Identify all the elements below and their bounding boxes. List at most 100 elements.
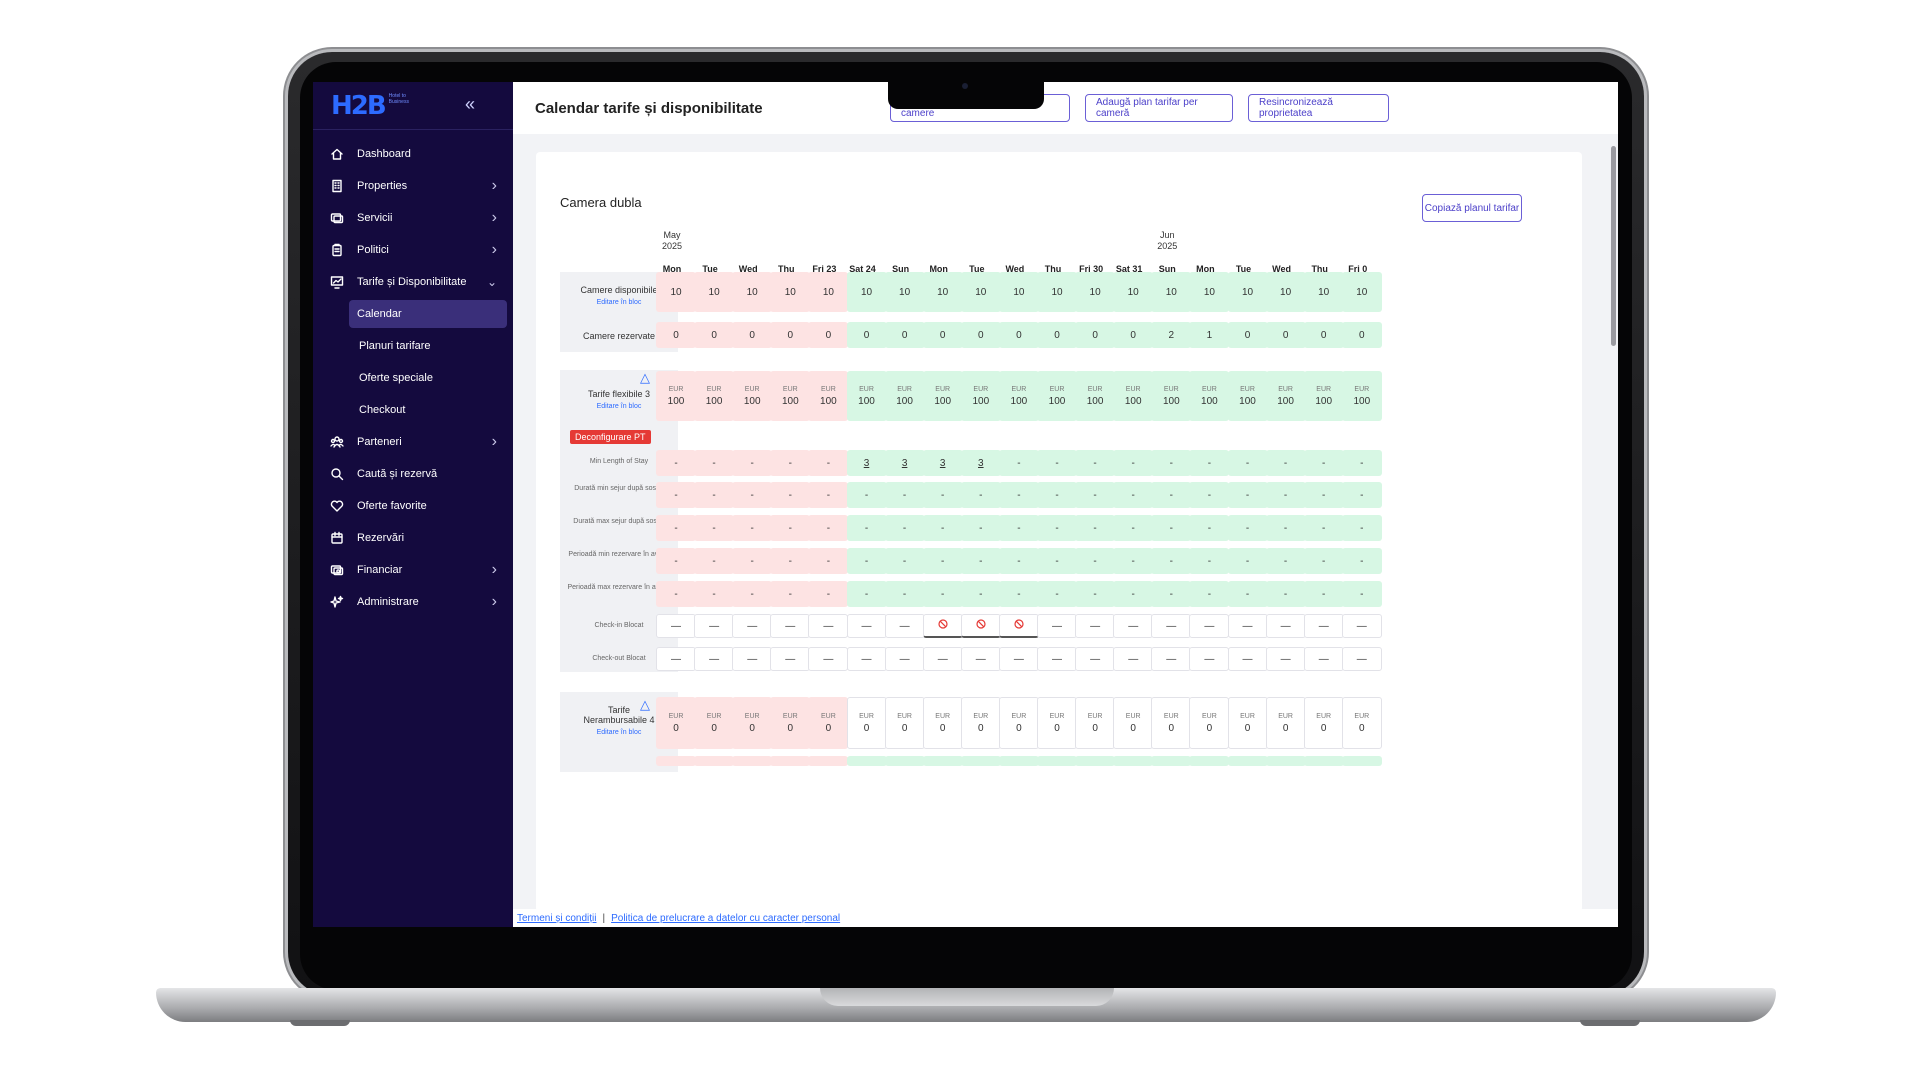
sidebar-item-parteneri[interactable]: Parteneri › <box>313 426 513 458</box>
available-rooms-cell[interactable]: 10 <box>1341 272 1382 312</box>
min-stay-cell[interactable]: - <box>1037 450 1077 476</box>
min-stay-cell[interactable]: - <box>1265 450 1306 476</box>
min-stay-cell[interactable]: 3 <box>884 450 925 476</box>
restriction-cell[interactable]: - <box>694 581 735 607</box>
checkout-blocked-cell[interactable]: — <box>694 647 735 671</box>
checkin-blocked-cell[interactable]: — <box>1265 614 1306 638</box>
checkin-blocked-cell[interactable]: — <box>1189 614 1230 638</box>
restriction-cell[interactable]: - <box>1303 581 1344 607</box>
restriction-cell[interactable]: - <box>1227 482 1268 508</box>
checkout-blocked-cell[interactable]: — <box>960 647 1001 671</box>
rate-price-cell[interactable]: EUR 0 <box>922 697 963 749</box>
checkin-blocked-cell[interactable]: — <box>884 614 925 638</box>
checkin-blocked-cell[interactable]: — <box>732 614 773 638</box>
rate-price-cell[interactable]: EUR 100 <box>1265 371 1306 421</box>
sidebar-item-properties[interactable]: Properties › <box>313 170 513 202</box>
terms-link[interactable]: Termeni și condiții <box>517 912 597 924</box>
restriction-cell[interactable]: - <box>1037 581 1077 607</box>
vertical-scrollbar[interactable] <box>1611 146 1616 346</box>
restriction-cell[interactable]: - <box>1113 515 1154 541</box>
rate-price-cell[interactable]: EUR 0 <box>1151 697 1192 749</box>
restriction-cell[interactable]: - <box>1265 548 1306 574</box>
sidebar-item-administrare[interactable]: Administrare › <box>313 586 513 618</box>
min-stay-cell[interactable]: 3 <box>846 450 887 476</box>
resync-property-button[interactable]: Resincronizează proprietatea <box>1248 94 1389 122</box>
rate-price-cell[interactable]: EUR 0 <box>1113 697 1154 749</box>
copy-rate-plan-button[interactable]: Copiază planul tarifar <box>1422 194 1522 222</box>
restriction-cell[interactable]: - <box>884 482 925 508</box>
rate-price-cell[interactable]: EUR 0 <box>808 697 849 749</box>
restriction-cell[interactable]: - <box>808 548 849 574</box>
rate-price-cell[interactable]: EUR 100 <box>1037 371 1077 421</box>
checkout-blocked-cell[interactable]: — <box>1341 647 1382 671</box>
sidebar-subitem-checkout[interactable]: Checkout <box>359 404 406 416</box>
restriction-cell[interactable]: - <box>884 548 925 574</box>
checkin-blocked-cell[interactable] <box>922 614 963 638</box>
restriction-cell[interactable]: - <box>1151 581 1192 607</box>
rate-price-cell[interactable]: EUR 0 <box>1037 697 1077 749</box>
restriction-cell[interactable]: - <box>1303 482 1344 508</box>
restriction-cell[interactable]: - <box>732 515 773 541</box>
restriction-cell[interactable]: - <box>808 515 849 541</box>
restriction-cell[interactable]: - <box>922 482 963 508</box>
checkin-blocked-cell[interactable]: — <box>1113 614 1154 638</box>
rate-price-cell[interactable]: EUR 0 <box>1227 697 1268 749</box>
available-rooms-cell[interactable]: 10 <box>1265 272 1306 312</box>
restriction-cell[interactable]: - <box>1189 482 1230 508</box>
available-rooms-cell[interactable]: 10 <box>770 272 811 312</box>
rate-price-cell[interactable]: EUR 100 <box>770 371 811 421</box>
rate-price-cell[interactable]: EUR 0 <box>732 697 773 749</box>
available-rooms-cell[interactable]: 10 <box>998 272 1039 312</box>
checkout-blocked-cell[interactable]: — <box>884 647 925 671</box>
available-rooms-cell[interactable]: 10 <box>846 272 887 312</box>
restriction-cell[interactable]: - <box>694 548 735 574</box>
sidebar-subitem-planuri-tarifare[interactable]: Planuri tarifare <box>359 340 431 352</box>
restriction-cell[interactable]: - <box>960 581 1001 607</box>
restriction-cell[interactable]: - <box>1189 548 1230 574</box>
checkout-blocked-cell[interactable]: — <box>656 647 696 671</box>
day-header[interactable]: Fri 0 <box>1348 264 1368 274</box>
min-stay-cell[interactable]: - <box>998 450 1039 476</box>
restriction-cell[interactable]: - <box>846 548 887 574</box>
deconfigure-rate-plan-badge[interactable]: Deconfigurare PT <box>570 430 651 444</box>
checkout-blocked-cell[interactable]: — <box>1113 647 1154 671</box>
rate-price-cell[interactable]: EUR 0 <box>694 697 735 749</box>
rate-price-cell[interactable]: EUR 0 <box>1075 697 1116 749</box>
day-header[interactable]: Fri 30 <box>1079 264 1104 274</box>
restriction-cell[interactable]: - <box>1303 515 1344 541</box>
restriction-cell[interactable]: - <box>884 515 925 541</box>
day-header[interactable]: Sat 24 <box>849 264 876 274</box>
restriction-cell[interactable]: - <box>1075 515 1116 541</box>
min-stay-cell[interactable]: - <box>732 450 773 476</box>
available-rooms-cell[interactable]: 10 <box>1227 272 1268 312</box>
restriction-cell[interactable]: - <box>922 548 963 574</box>
min-stay-cell[interactable]: - <box>1303 450 1344 476</box>
restriction-cell[interactable]: - <box>1189 581 1230 607</box>
checkin-blocked-cell[interactable]: — <box>1227 614 1268 638</box>
sidebar-item-caută-și-rezervă[interactable]: Caută și rezervă <box>313 458 513 490</box>
restriction-cell[interactable]: - <box>922 515 963 541</box>
restriction-cell[interactable]: - <box>998 482 1039 508</box>
checkout-blocked-cell[interactable]: — <box>732 647 773 671</box>
restriction-cell[interactable]: - <box>1075 482 1116 508</box>
checkin-blocked-cell[interactable]: — <box>846 614 887 638</box>
rate-price-cell[interactable]: EUR 100 <box>846 371 887 421</box>
restriction-cell[interactable]: - <box>846 581 887 607</box>
available-rooms-cell[interactable]: 10 <box>960 272 1001 312</box>
rate-price-cell[interactable]: EUR 100 <box>998 371 1039 421</box>
restriction-cell[interactable]: - <box>694 482 735 508</box>
restriction-cell[interactable]: - <box>884 581 925 607</box>
restriction-cell[interactable]: - <box>1189 515 1230 541</box>
available-rooms-cell[interactable]: 10 <box>1189 272 1230 312</box>
sidebar-item-oferte-favorite[interactable]: Oferte favorite <box>313 490 513 522</box>
checkout-blocked-cell[interactable]: — <box>1189 647 1230 671</box>
checkin-blocked-cell[interactable]: — <box>694 614 735 638</box>
restriction-cell[interactable]: - <box>732 581 773 607</box>
restriction-cell[interactable]: - <box>1151 515 1192 541</box>
checkout-blocked-cell[interactable]: — <box>922 647 963 671</box>
checkout-blocked-cell[interactable]: — <box>1227 647 1268 671</box>
restriction-cell[interactable]: - <box>808 482 849 508</box>
sidebar-item-tarife-și-disponibilitate[interactable]: Tarife și Disponibilitate ⌄ <box>313 266 513 298</box>
min-stay-cell[interactable]: - <box>1227 450 1268 476</box>
warning-icon[interactable]: △ <box>640 370 650 385</box>
